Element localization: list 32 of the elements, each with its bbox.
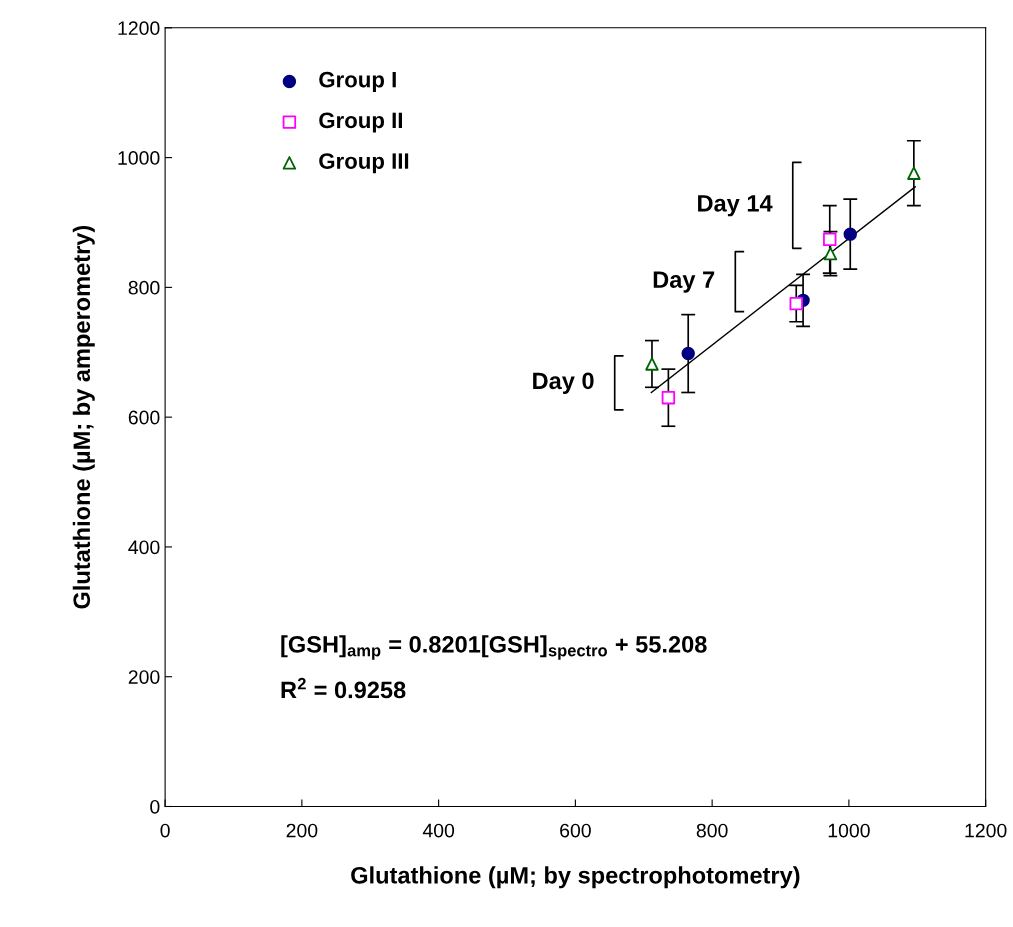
y-tick-label: 400 xyxy=(128,540,160,555)
point xyxy=(681,346,695,361)
x-tick-label: 600 xyxy=(560,823,591,838)
annotation: [GSH]$_{amp}$ = 0.8201[GSH]$_{spectro}$ + 55.208 xyxy=(281,635,707,660)
legend-label: Group III xyxy=(319,153,409,174)
x-tick-label: 1200 xyxy=(965,823,1007,838)
y-tick-label: 800 xyxy=(128,280,160,295)
point xyxy=(645,357,659,371)
x-axis-title: Glutathione (µM; by spectrophotometry) xyxy=(351,866,800,889)
x-tick-label: 0 xyxy=(160,823,170,838)
point xyxy=(661,390,676,405)
point xyxy=(907,166,921,180)
y-tick-label: 600 xyxy=(128,410,160,425)
x-tick-label: 400 xyxy=(422,823,455,838)
point xyxy=(789,296,803,311)
y-tick-label: 200 xyxy=(128,670,160,684)
annotation: Day 14 xyxy=(698,195,773,217)
y-axis-title: Glutathione (µM; by amperometry) xyxy=(72,225,95,609)
y-tick-label: 1000 xyxy=(118,151,160,165)
annotation: Day 7 xyxy=(653,271,715,293)
y-tick-label: 1200 xyxy=(118,21,160,36)
legend-label: Group I xyxy=(319,71,396,92)
x-tick-label: 800 xyxy=(696,823,728,838)
point xyxy=(823,246,838,261)
annotation: Day 0 xyxy=(533,372,594,394)
legend-label: Group II xyxy=(319,112,402,133)
point xyxy=(823,232,837,247)
point xyxy=(843,227,857,241)
x-tick-label: 1000 xyxy=(828,823,870,838)
x-tick-label: 200 xyxy=(286,823,318,838)
annotation: R$^{2}$ = 0.9258 xyxy=(281,677,406,699)
y-tick-label: 0 xyxy=(150,799,160,814)
